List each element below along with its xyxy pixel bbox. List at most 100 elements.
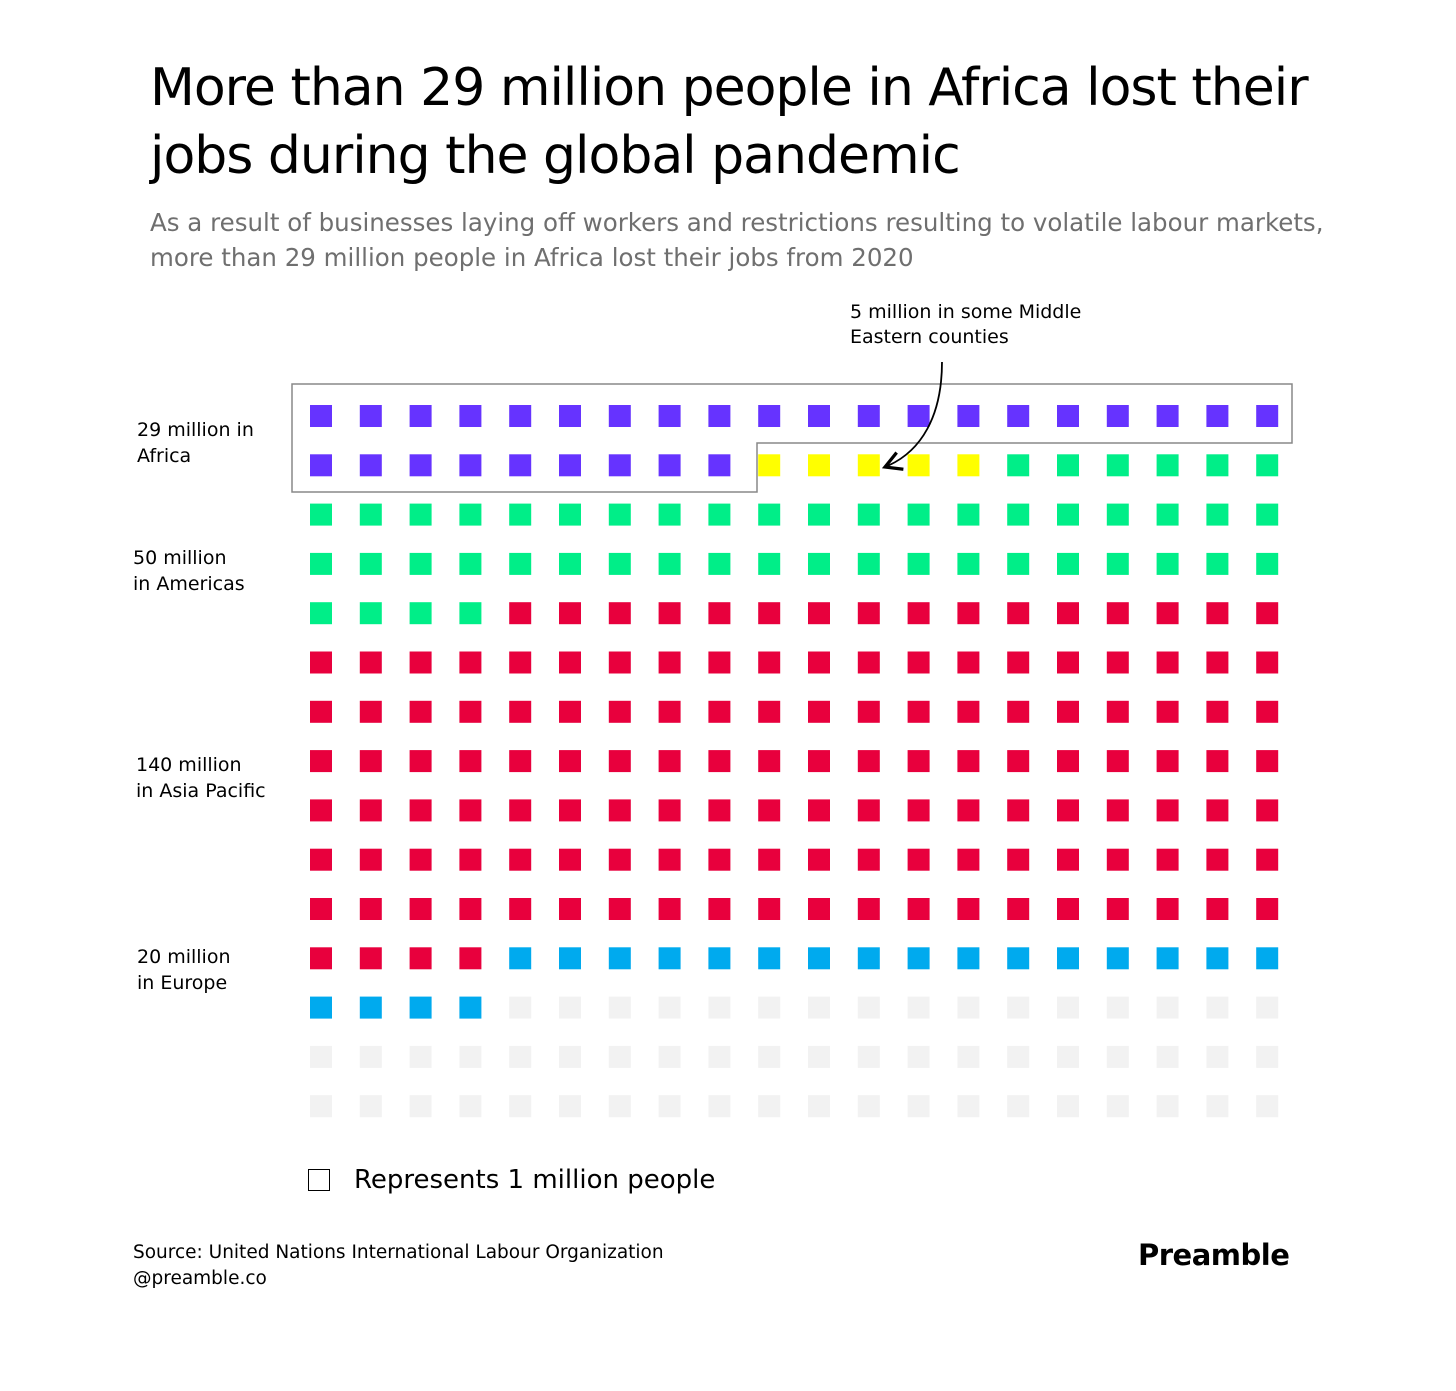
waffle-cell-asia-pacific xyxy=(359,947,382,970)
waffle-cell-asia-pacific xyxy=(1057,898,1079,920)
waffle-cell-asia-pacific xyxy=(459,700,482,723)
waffle-cell-empty xyxy=(808,996,830,1019)
waffle-cell-empty xyxy=(658,1095,681,1118)
waffle-cell-europe xyxy=(1057,947,1079,970)
waffle-cell-europe xyxy=(310,996,332,1019)
waffle-cell-europe xyxy=(808,947,830,970)
waffle-cell-asia-pacific xyxy=(857,750,880,773)
waffle-cell-empty xyxy=(957,996,980,1019)
waffle-cell-africa xyxy=(359,405,382,427)
waffle-cell-americas xyxy=(459,602,482,625)
waffle-cell-empty xyxy=(1007,996,1030,1019)
waffle-cell-americas xyxy=(310,503,332,526)
waffle-cell-americas xyxy=(310,602,332,625)
waffle-cell-africa xyxy=(310,454,332,477)
waffle-cell-africa xyxy=(808,405,830,427)
waffle-cell-empty xyxy=(1256,1045,1279,1068)
waffle-cell-asia-pacific xyxy=(310,700,332,723)
waffle-cell-middle-east xyxy=(808,454,830,477)
waffle-cell-europe xyxy=(758,947,781,970)
waffle-cell-empty xyxy=(1106,1095,1129,1118)
waffle-cell-africa xyxy=(758,405,781,427)
waffle-cell-europe xyxy=(1007,947,1030,970)
waffle-cell-empty xyxy=(409,1095,432,1118)
waffle-cell-americas xyxy=(1007,454,1030,477)
waffle-cell-empty xyxy=(708,1045,731,1068)
waffle-cell-asia-pacific xyxy=(310,848,332,871)
waffle-cell-asia-pacific xyxy=(1156,651,1179,674)
waffle-cell-asia-pacific xyxy=(1206,750,1229,773)
waffle-cell-asia-pacific xyxy=(957,848,980,871)
waffle-cell-americas xyxy=(808,552,830,575)
waffle-cell-africa xyxy=(459,405,482,427)
label-asia-pacific: 140 million in Asia Pacific xyxy=(136,752,266,804)
waffle-cell-americas xyxy=(1106,552,1129,575)
waffle-cell-asia-pacific xyxy=(1156,602,1179,625)
label-europe-line-1: 20 million xyxy=(137,946,231,968)
waffle-cell-asia-pacific xyxy=(459,750,482,773)
waffle-cell-africa xyxy=(708,454,731,477)
waffle-cell-asia-pacific xyxy=(509,848,532,871)
waffle-cell-asia-pacific xyxy=(1106,700,1129,723)
waffle-cell-europe xyxy=(559,947,581,970)
waffle-cell-asia-pacific xyxy=(409,651,432,674)
legend: Represents 1 million people xyxy=(308,1165,715,1195)
annotation-arrow xyxy=(881,361,943,471)
waffle-cell-asia-pacific xyxy=(608,750,631,773)
waffle-cell-asia-pacific xyxy=(1106,602,1129,625)
waffle-cell-asia-pacific xyxy=(857,799,880,822)
waffle-cell-asia-pacific xyxy=(907,700,930,723)
waffle-cell-empty xyxy=(1206,1095,1229,1118)
waffle-cell-asia-pacific xyxy=(1256,799,1279,822)
waffle-cell-africa xyxy=(1156,405,1179,427)
waffle-cell-empty xyxy=(409,1045,432,1068)
waffle-cell-empty xyxy=(1057,996,1079,1019)
waffle-cell-americas xyxy=(957,503,980,526)
waffle-cell-empty xyxy=(658,996,681,1019)
waffle-cell-empty xyxy=(608,996,631,1019)
legend-text: Represents 1 million people xyxy=(354,1165,716,1195)
waffle-cell-europe xyxy=(459,996,482,1019)
waffle-cell-asia-pacific xyxy=(708,700,731,723)
waffle-cell-asia-pacific xyxy=(559,651,581,674)
label-africa: 29 million in Africa xyxy=(137,417,254,469)
waffle-cell-empty xyxy=(708,996,731,1019)
waffle-cell-americas xyxy=(758,552,781,575)
waffle-cell-asia-pacific xyxy=(459,848,482,871)
waffle-cell-asia-pacific xyxy=(957,602,980,625)
waffle-cell-americas xyxy=(509,552,532,575)
waffle-cell-asia-pacific xyxy=(957,700,980,723)
waffle-cell-americas xyxy=(957,552,980,575)
waffle-cell-empty xyxy=(559,1045,581,1068)
waffle-cell-empty xyxy=(1106,996,1129,1019)
waffle-cell-asia-pacific xyxy=(359,750,382,773)
waffle-cell-asia-pacific xyxy=(658,651,681,674)
waffle-cell-asia-pacific xyxy=(808,700,830,723)
waffle-cell-asia-pacific xyxy=(559,799,581,822)
waffle-cell-empty xyxy=(1057,1095,1079,1118)
waffle-cell-americas xyxy=(608,503,631,526)
label-africa-line-2: Africa xyxy=(137,445,192,467)
waffle-cell-asia-pacific xyxy=(907,848,930,871)
waffle-cell-asia-pacific xyxy=(1057,651,1079,674)
waffle-cell-empty xyxy=(1057,1045,1079,1068)
waffle-cell-asia-pacific xyxy=(1106,848,1129,871)
waffle-cell-asia-pacific xyxy=(608,848,631,871)
source-text: Source: United Nations International Lab… xyxy=(133,1242,664,1263)
waffle-cell-middle-east xyxy=(957,454,980,477)
waffle-cell-americas xyxy=(509,503,532,526)
waffle-cell-empty xyxy=(359,1045,382,1068)
waffle-cell-empty xyxy=(459,1045,482,1068)
waffle-cell-europe xyxy=(857,947,880,970)
waffle-cell-asia-pacific xyxy=(459,651,482,674)
waffle-cell-middle-east xyxy=(758,454,781,477)
waffle-cell-asia-pacific xyxy=(808,799,830,822)
waffle-cell-asia-pacific xyxy=(957,750,980,773)
waffle-cell-empty xyxy=(808,1095,830,1118)
waffle-cell-empty xyxy=(509,1095,532,1118)
label-americas-line-1: 50 million xyxy=(133,547,227,569)
waffle-cell-americas xyxy=(1256,503,1279,526)
waffle-cell-africa xyxy=(1106,405,1129,427)
waffle-cell-middle-east xyxy=(907,454,930,477)
waffle-cell-empty xyxy=(1206,996,1229,1019)
